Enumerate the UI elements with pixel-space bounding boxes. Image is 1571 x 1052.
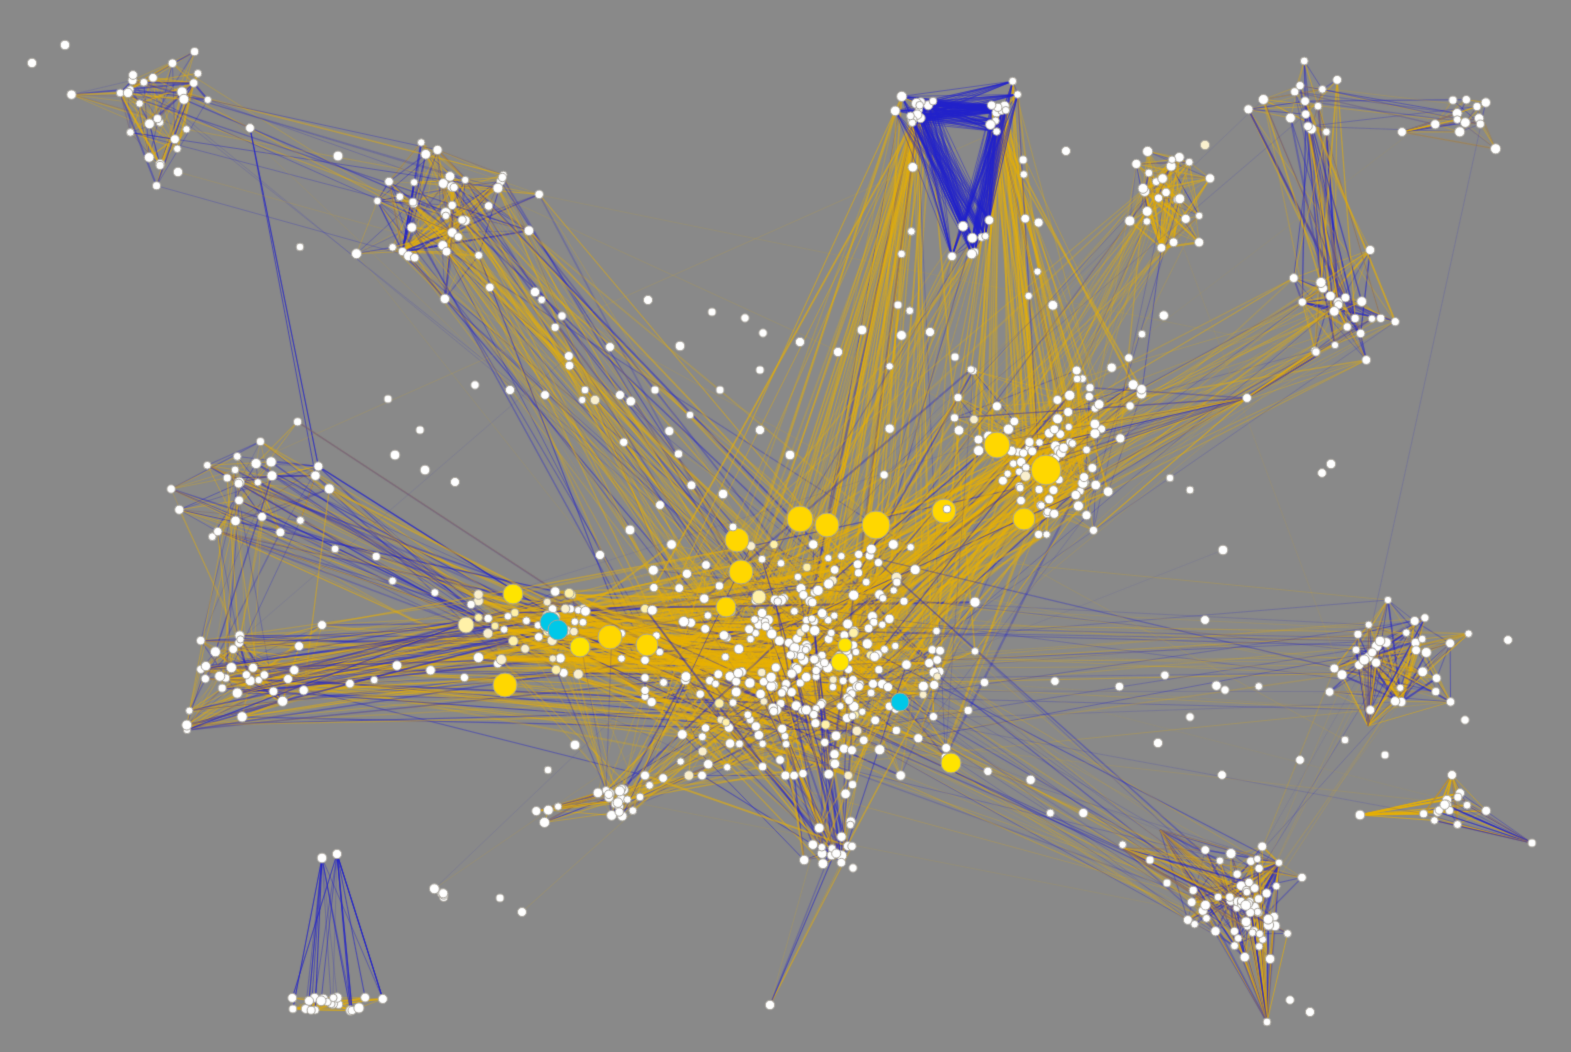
network-graph-viewport xyxy=(0,0,1571,1052)
network-graph-canvas[interactable] xyxy=(0,0,1571,1052)
